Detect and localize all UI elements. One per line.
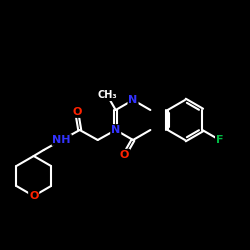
Text: NH: NH bbox=[52, 135, 71, 145]
Text: N: N bbox=[128, 95, 138, 105]
Text: O: O bbox=[120, 150, 129, 160]
Text: CH₃: CH₃ bbox=[98, 90, 117, 100]
Text: O: O bbox=[72, 107, 82, 117]
Text: N: N bbox=[111, 125, 120, 135]
Text: O: O bbox=[29, 191, 38, 201]
Text: F: F bbox=[216, 135, 224, 145]
